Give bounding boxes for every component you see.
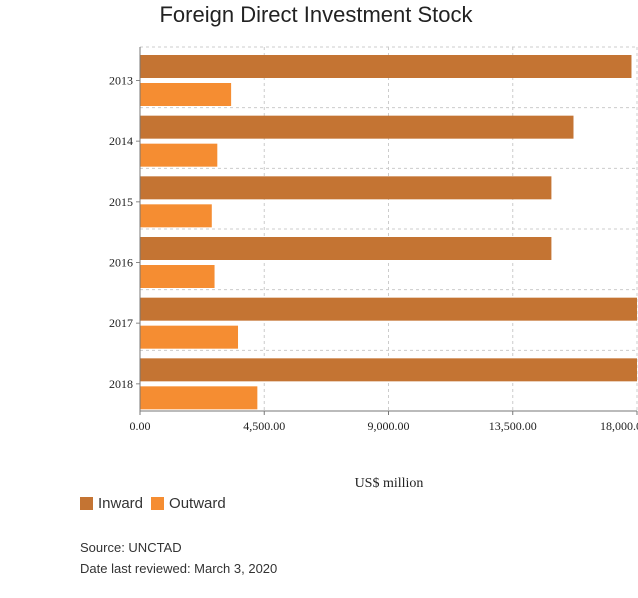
y-tick-label: 2017	[109, 316, 133, 330]
legend-item-inward[interactable]: Inward	[80, 495, 143, 512]
bar-outward-2013[interactable]	[140, 83, 232, 106]
chart-title-text: Foreign Direct Investment Stock	[159, 2, 473, 27]
bar-inward-2016[interactable]	[140, 237, 552, 260]
bar-outward-2018[interactable]	[140, 386, 258, 410]
legend-swatch-inward	[80, 496, 93, 510]
source-text: Source: UNCTAD	[80, 540, 182, 555]
axes	[136, 47, 638, 415]
bar-inward-2017[interactable]	[140, 297, 637, 321]
bar-inward-2015[interactable]	[140, 176, 552, 200]
y-tick-label: 2013	[109, 74, 133, 88]
bar-inward-2018[interactable]	[140, 358, 637, 382]
chart-title: Foreign Direct Investment Stock	[0, 0, 638, 30]
x-tick-label: 4,500.00	[243, 419, 285, 433]
bar-outward-2016[interactable]	[140, 265, 215, 288]
legend: Inward Outward	[80, 494, 234, 512]
bar-outward-2014[interactable]	[140, 143, 218, 167]
x-tick-label: 0.00	[130, 419, 151, 433]
y-tick-label: 2016	[109, 256, 133, 270]
footer: Source: UNCTAD Date last reviewed: March…	[80, 537, 277, 579]
grid-lines	[140, 46, 638, 411]
y-tick-label: 2015	[109, 195, 133, 209]
bar-inward-2014[interactable]	[140, 115, 574, 139]
legend-label-inward: Inward	[98, 494, 144, 512]
y-tick-label: 2018	[109, 377, 133, 391]
tick-labels: 2013 2014 2015 2016 2017 2018 0.00 4,500.00 9,00…	[109, 74, 638, 434]
reviewed-date-text: Date last reviewed: March 3, 2020	[80, 561, 278, 576]
legend-item-outward[interactable]: Outward	[151, 495, 226, 512]
bars	[140, 55, 637, 410]
x-tick-label: 13,500.00	[489, 419, 537, 433]
bar-outward-2015[interactable]	[140, 204, 212, 228]
x-axis-title: US$ million	[355, 476, 424, 491]
x-tick-label: 18,000.00	[600, 419, 638, 433]
legend-swatch-outward	[151, 496, 165, 510]
y-tick-label: 2014	[109, 134, 133, 148]
x-tick-label: 9,000.00	[368, 419, 410, 433]
legend-label-outward: Outward	[169, 494, 226, 512]
bar-outward-2017[interactable]	[140, 325, 239, 349]
bar-inward-2013[interactable]	[140, 55, 632, 78]
